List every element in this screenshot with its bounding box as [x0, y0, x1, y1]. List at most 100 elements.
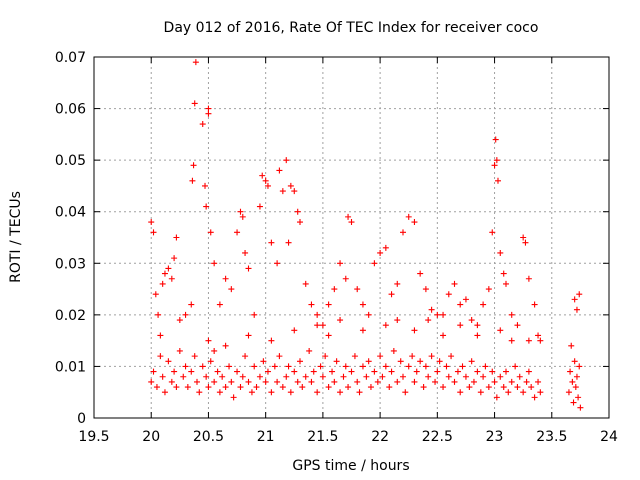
data-point	[279, 384, 286, 391]
data-point	[411, 219, 418, 226]
data-point	[565, 389, 572, 396]
data-point	[445, 373, 452, 380]
data-point	[180, 373, 187, 380]
data-point	[308, 378, 315, 385]
data-point	[386, 384, 393, 391]
data-point	[516, 373, 523, 380]
data-point	[485, 384, 492, 391]
data-point	[322, 353, 329, 360]
x-tick-label: 23.5	[536, 429, 567, 445]
x-tick-label: 20.5	[193, 429, 224, 445]
data-point	[214, 368, 221, 375]
data-point	[319, 322, 326, 329]
data-point	[331, 286, 338, 293]
data-point	[382, 322, 389, 329]
data-point	[291, 327, 298, 334]
data-point	[354, 286, 361, 293]
data-point	[157, 332, 164, 339]
data-point	[576, 363, 583, 370]
data-point	[454, 368, 461, 375]
data-point	[211, 260, 218, 267]
data-point	[199, 121, 206, 128]
data-point	[302, 280, 309, 287]
data-point	[337, 317, 344, 324]
data-point	[573, 373, 580, 380]
data-point	[374, 378, 381, 385]
data-point	[192, 59, 199, 66]
data-point	[575, 394, 582, 401]
data-point	[400, 373, 406, 380]
data-point	[268, 239, 275, 246]
data-point	[182, 363, 189, 370]
data-point	[482, 363, 489, 370]
data-point	[216, 301, 223, 308]
data-point	[176, 317, 183, 324]
data-point	[468, 317, 475, 324]
data-point	[411, 378, 418, 385]
data-point	[283, 373, 290, 380]
data-point	[251, 363, 258, 370]
data-point	[409, 353, 416, 360]
data-point	[445, 291, 452, 298]
data-point	[397, 358, 404, 365]
data-point	[271, 363, 278, 370]
data-point	[345, 384, 352, 391]
y-tick-label: 0.02	[55, 308, 86, 324]
grid	[94, 57, 609, 418]
data-point	[199, 363, 206, 370]
data-point	[171, 255, 178, 262]
data-point	[337, 389, 344, 396]
data-point	[520, 389, 527, 396]
data-point	[297, 358, 303, 365]
data-point	[287, 389, 294, 396]
data-point	[260, 358, 267, 365]
data-point	[222, 384, 229, 391]
data-point	[497, 373, 504, 380]
x-tick-label: 21.5	[307, 429, 338, 445]
data-point	[251, 311, 258, 318]
data-point	[262, 378, 269, 385]
data-point	[354, 378, 361, 385]
data-point	[207, 229, 214, 236]
data-point	[190, 162, 197, 169]
data-point	[491, 378, 498, 385]
data-point	[203, 203, 210, 210]
data-point	[176, 347, 183, 354]
data-point	[191, 100, 198, 107]
data-point	[268, 337, 275, 344]
data-point	[537, 389, 544, 396]
data-point	[468, 358, 475, 365]
data-point	[474, 322, 481, 329]
data-point	[342, 363, 349, 370]
data-points	[148, 59, 584, 411]
data-point	[155, 311, 162, 318]
data-point	[379, 373, 386, 380]
data-point	[377, 353, 384, 360]
data-point	[274, 378, 281, 385]
data-point	[457, 389, 464, 396]
data-point	[184, 384, 191, 391]
data-point	[422, 363, 429, 370]
y-tick-label: 0.01	[55, 359, 86, 375]
data-point	[230, 394, 237, 401]
data-point	[388, 368, 395, 375]
data-point	[333, 358, 340, 365]
data-point	[331, 378, 338, 385]
data-point	[359, 301, 366, 308]
data-point	[417, 358, 424, 365]
data-point	[228, 378, 235, 385]
data-point	[294, 378, 301, 385]
data-point	[477, 389, 484, 396]
data-point	[377, 249, 384, 256]
data-point	[528, 384, 535, 391]
data-point	[348, 219, 355, 226]
data-point	[159, 373, 166, 380]
axis-ticks: 19.5 20 20.5 21 21.5 22 22.5 23 23.5 24 0 0.01 0.02 0…	[55, 50, 618, 445]
data-point	[171, 368, 178, 375]
data-point	[222, 342, 229, 349]
data-point	[500, 384, 507, 391]
plot-frame	[93, 56, 610, 419]
data-point	[480, 301, 487, 308]
data-point	[329, 368, 336, 375]
data-point	[239, 213, 246, 220]
